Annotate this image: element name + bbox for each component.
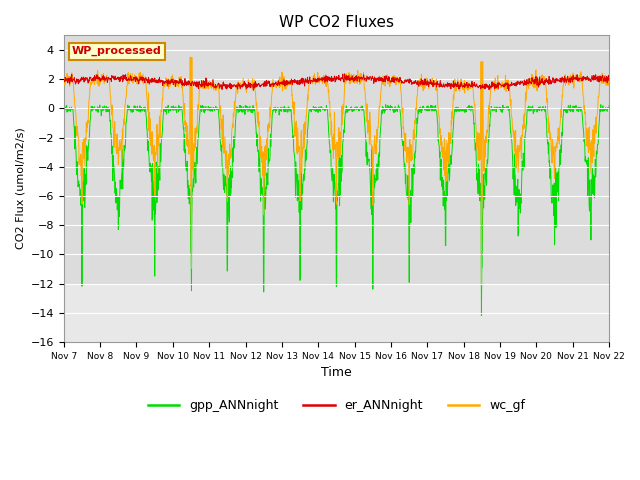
Bar — [64, 284, 609, 342]
Title: WP CO2 Fluxes: WP CO2 Fluxes — [279, 15, 394, 30]
Y-axis label: CO2 Flux (umol/m2/s): CO2 Flux (umol/m2/s) — [15, 128, 25, 250]
X-axis label: Time: Time — [321, 366, 352, 379]
Text: WP_processed: WP_processed — [72, 46, 162, 56]
Legend: gpp_ANNnight, er_ANNnight, wc_gf: gpp_ANNnight, er_ANNnight, wc_gf — [143, 394, 531, 417]
